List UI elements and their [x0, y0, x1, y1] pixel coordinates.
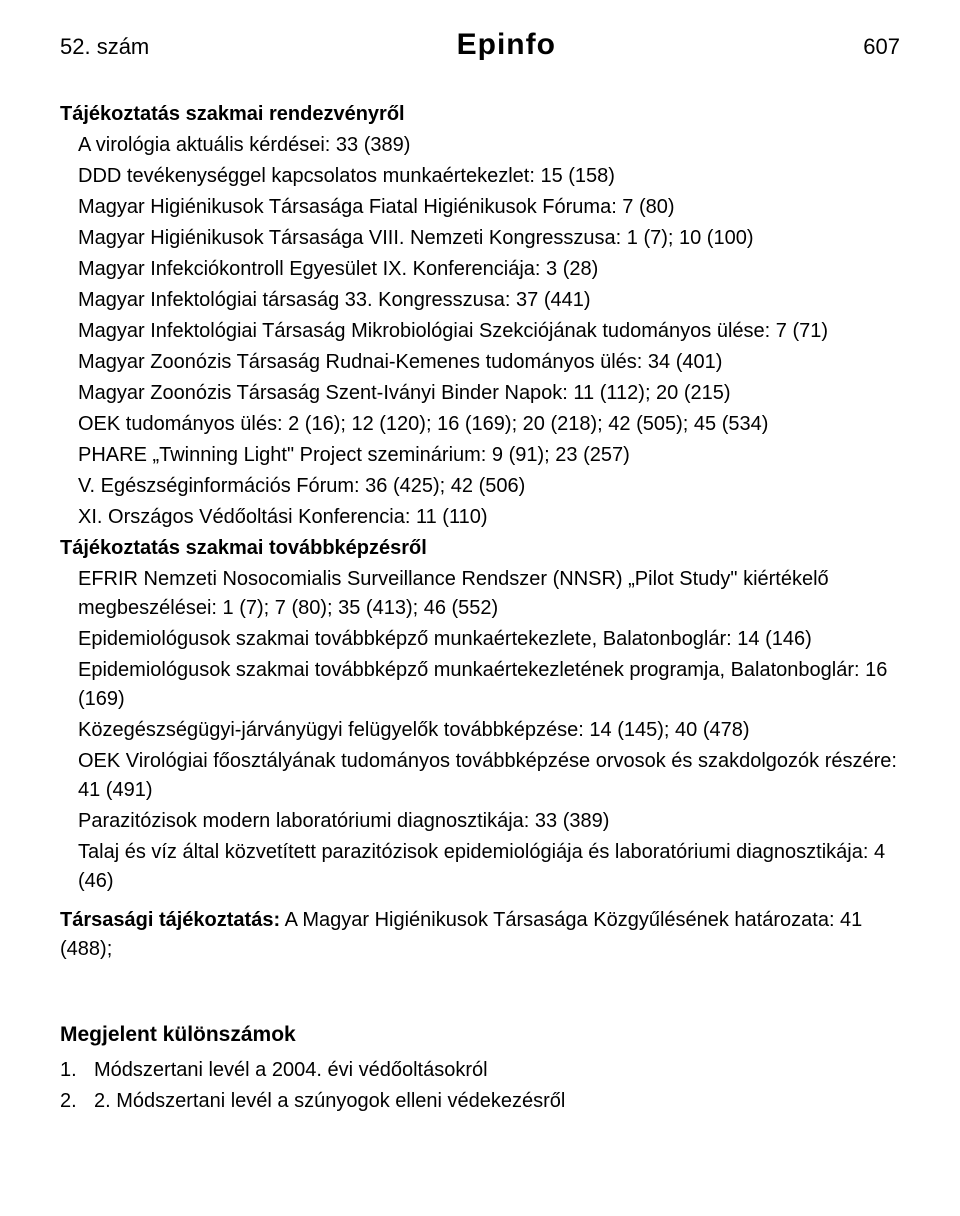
header-title-logo: Epinfo — [457, 28, 556, 62]
special-issues-section: Megjelent különszámok 1. Módszertani lev… — [60, 1020, 900, 1116]
section1-item: OEK tudományos ülés: 2 (16); 12 (120); 1… — [78, 410, 900, 439]
section1-item: A virológia aktuális kérdései: 33 (389) — [78, 131, 900, 160]
special-issue-item: 1. Módszertani levél a 2004. évi védőolt… — [60, 1056, 900, 1085]
section1-item: XI. Országos Védőoltási Konferencia: 11 … — [78, 503, 900, 532]
section3-line: Társasági tájékoztatás: A Magyar Higiéni… — [60, 906, 900, 964]
section1-item: DDD tevékenységgel kapcsolatos munkaérte… — [78, 162, 900, 191]
section2-item: OEK Virológiai főosztályának tudományos … — [78, 747, 900, 805]
section1-item: Magyar Higiénikusok Társasága Fiatal Hig… — [78, 193, 900, 222]
section1-item: V. Egészséginformációs Fórum: 36 (425); … — [78, 472, 900, 501]
special-issue-number: 2. — [60, 1087, 94, 1116]
special-issue-text: 2. Módszertani levél a szúnyogok elleni … — [94, 1087, 900, 1116]
special-issues-list: 1. Módszertani levél a 2004. évi védőolt… — [60, 1056, 900, 1116]
section3-title-bold: Társasági tájékoztatás: — [60, 909, 280, 931]
section1-item: PHARE „Twinning Light" Project szeminári… — [78, 441, 900, 470]
section1-item: Magyar Infekciókontroll Egyesület IX. Ko… — [78, 255, 900, 284]
section2-item: Közegészségügyi-járványügyi felügyelők t… — [78, 716, 900, 745]
page-header: 52. szám Epinfo 607 — [60, 28, 900, 62]
section1-item: Magyar Infektológiai társaság 33. Kongre… — [78, 286, 900, 315]
section2-item: Epidemiológusok szakmai továbbképző munk… — [78, 656, 900, 714]
special-issue-text: Módszertani levél a 2004. évi védőoltáso… — [94, 1056, 900, 1085]
section1-item: Magyar Zoonózis Társaság Rudnai-Kemenes … — [78, 348, 900, 377]
document-page: 52. szám Epinfo 607 Tájékoztatás szakmai… — [0, 0, 960, 1156]
document-content: Tájékoztatás szakmai rendezvényről A vir… — [60, 100, 900, 1116]
section1-title: Tájékoztatás szakmai rendezvényről — [60, 100, 900, 129]
section2-item: Epidemiológusok szakmai továbbképző munk… — [78, 625, 900, 654]
special-issues-title: Megjelent különszámok — [60, 1020, 900, 1050]
section1-item: Magyar Higiénikusok Társasága VIII. Nemz… — [78, 224, 900, 253]
section2-item: EFRIR Nemzeti Nosocomialis Surveillance … — [78, 565, 900, 623]
special-issue-number: 1. — [60, 1056, 94, 1085]
section2-item: Talaj és víz által közvetített parazitóz… — [78, 838, 900, 896]
section1-item: Magyar Zoonózis Társaság Szent-Iványi Bi… — [78, 379, 900, 408]
section2-title: Tájékoztatás szakmai továbbképzésről — [60, 534, 900, 563]
header-issue-number: 52. szám — [60, 34, 149, 60]
section1-item: Magyar Infektológiai Társaság Mikrobioló… — [78, 317, 900, 346]
special-issue-item: 2. 2. Módszertani levél a szúnyogok elle… — [60, 1087, 900, 1116]
header-page-number: 607 — [863, 34, 900, 60]
section2-item: Parazitózisok modern laboratóriumi diagn… — [78, 807, 900, 836]
